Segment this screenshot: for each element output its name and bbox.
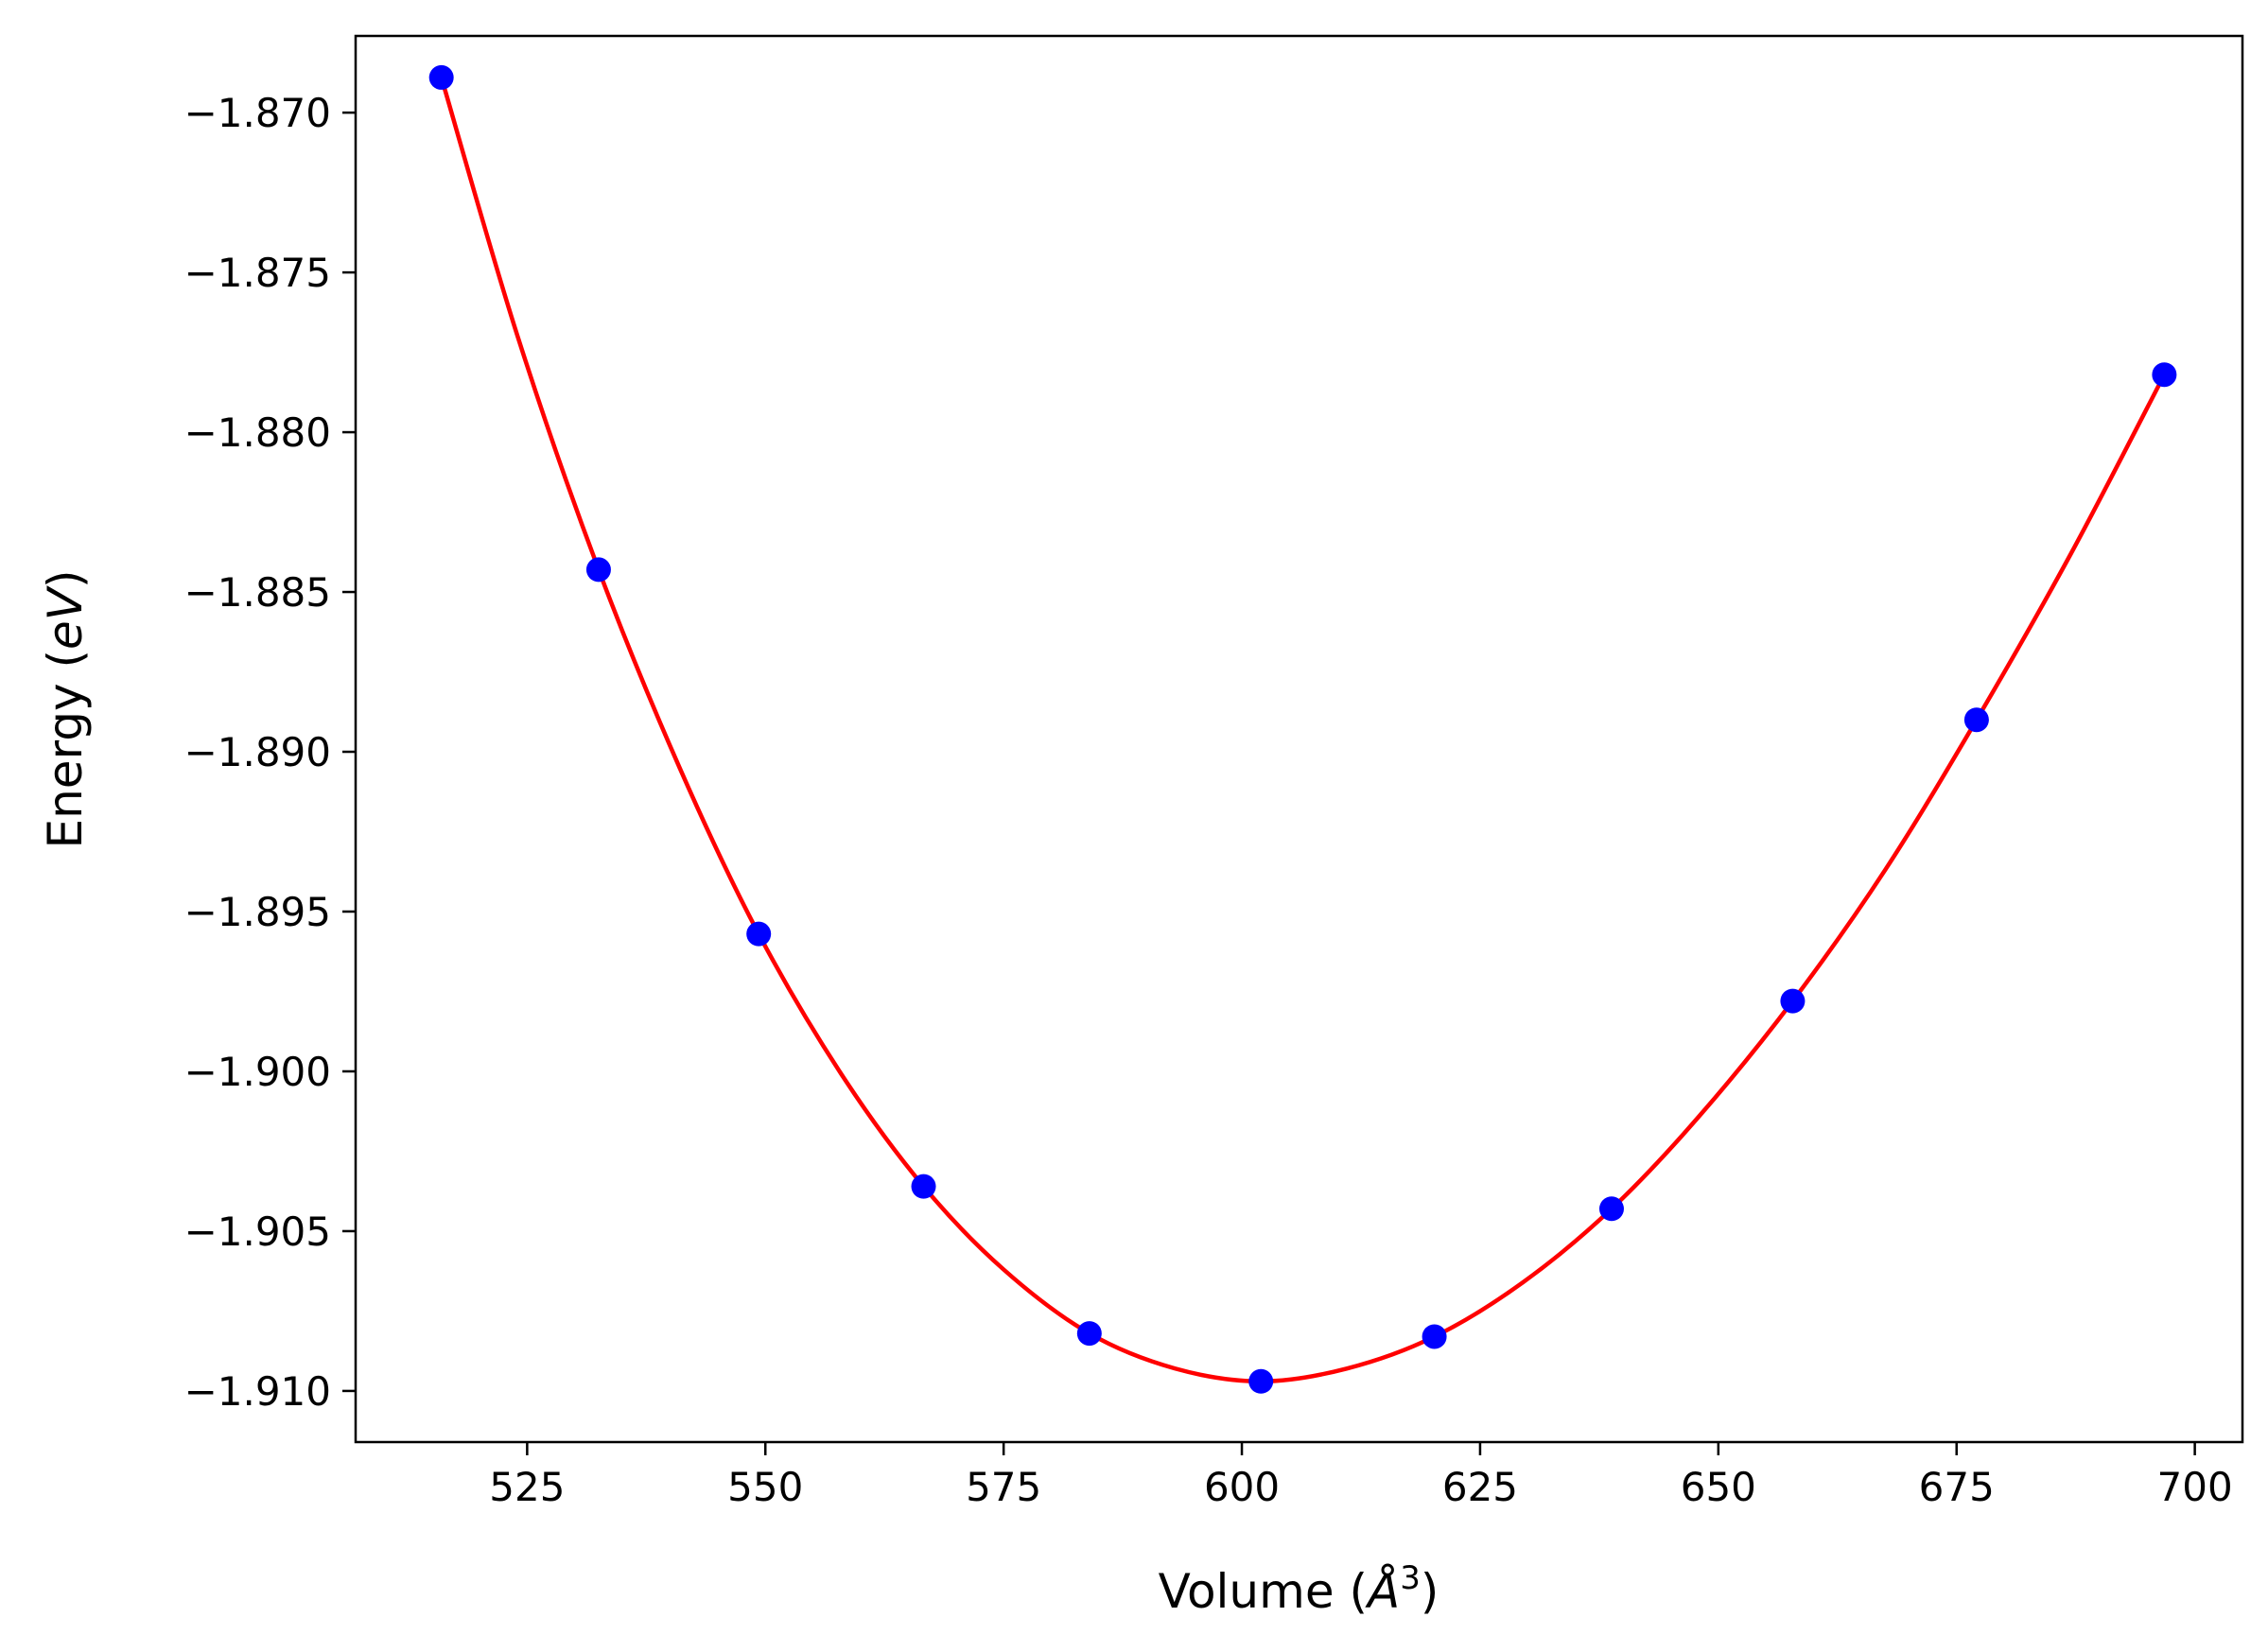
y-tick-label: −1.910 (184, 1368, 331, 1415)
y-tick-label: −1.870 (184, 90, 331, 136)
y-tick-label: −1.900 (184, 1049, 331, 1095)
y-axis-ticks: −1.870 −1.875 −1.880 −1.885 −1.890 −1.895 −1.9… (184, 90, 356, 1415)
fit-curve-layer (439, 77, 2167, 1384)
data-points-layer (428, 64, 2177, 1394)
y-tick-label: −1.890 (184, 729, 331, 775)
y-tick-label: −1.885 (184, 569, 331, 616)
x-tick-label: 550 (727, 1464, 803, 1510)
x-tick-label: 600 (1204, 1464, 1280, 1510)
data-point (746, 921, 772, 947)
y-axis-unit: eV (38, 584, 93, 650)
x-tick-label: 650 (1681, 1464, 1756, 1510)
data-point (585, 557, 611, 583)
x-axis-label: Volume (Å3) (1159, 1559, 1439, 1619)
fit-curve (439, 77, 2167, 1384)
data-point (1248, 1368, 1274, 1394)
data-point (911, 1174, 936, 1199)
y-axis-label: Energy (eV) (38, 570, 93, 849)
x-tick-label: 700 (2157, 1464, 2233, 1510)
data-point (1598, 1196, 1624, 1222)
plot-area-frame (354, 34, 2244, 1444)
data-point (2152, 362, 2177, 388)
y-tick-label: −1.895 (184, 889, 331, 935)
x-tick-label: 575 (966, 1464, 1041, 1510)
y-tick-label: −1.875 (184, 250, 331, 296)
y-tick-label: −1.880 (184, 409, 331, 456)
data-point (1780, 988, 1806, 1014)
x-axis-unit: Å (1365, 1564, 1400, 1619)
x-axis-unit-power: 3 (1400, 1559, 1421, 1597)
x-tick-label: 625 (1442, 1464, 1518, 1510)
data-point (1422, 1324, 1447, 1349)
data-point (1076, 1321, 1102, 1347)
x-axis-ticks: 525 550 575 600 625 650 675 700 (489, 1442, 2233, 1510)
x-tick-label: 525 (489, 1464, 565, 1510)
y-tick-label: −1.905 (184, 1209, 331, 1255)
x-tick-label: 675 (1919, 1464, 1995, 1510)
data-point (428, 64, 454, 90)
data-point (1963, 707, 1989, 733)
